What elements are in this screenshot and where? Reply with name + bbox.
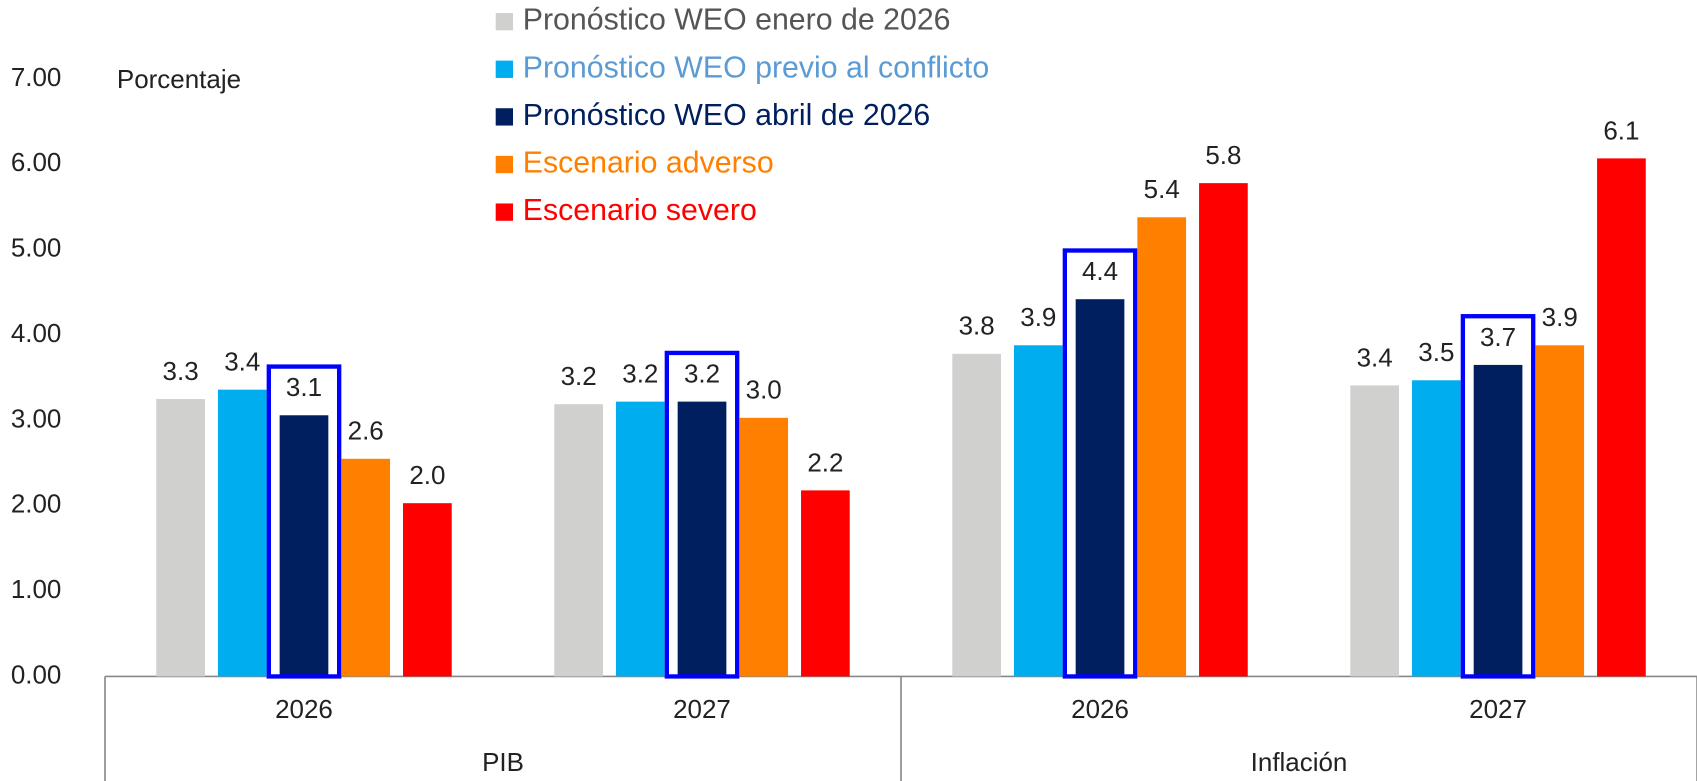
highlight-box (664, 350, 740, 679)
x-tick-label: 2027 (673, 694, 731, 724)
highlight-box (1460, 314, 1536, 679)
bar (1350, 385, 1400, 677)
bar (1075, 299, 1125, 677)
plot: Porcentaje 0.00 1.00 2.00 3.00 4.00 5.00 6.00 7… (11, 4, 1697, 781)
bar (1597, 158, 1646, 677)
bar (554, 404, 603, 677)
value-label: 5.8 (1205, 140, 1241, 170)
value-label: 2.6 (348, 416, 384, 446)
y-tick-label: 7.00 (11, 62, 62, 92)
y-tick-label: 5.00 (11, 233, 62, 263)
bar (156, 399, 205, 677)
bar (1411, 380, 1461, 677)
value-label: 5.4 (1144, 174, 1180, 204)
legend-label: Pronóstico WEO enero de 2026 (523, 4, 951, 37)
y-tick-label: 4.00 (11, 318, 62, 348)
highlight-box (266, 364, 342, 679)
value-label: 3.4 (224, 347, 260, 377)
bar (739, 417, 789, 677)
bar (1199, 183, 1248, 677)
y-tick-label: 3.00 (11, 403, 62, 433)
value-label: 3.0 (746, 375, 782, 405)
y-tick-label: 6.00 (11, 147, 62, 177)
bar (217, 389, 267, 677)
legend-label: Escenario adverso (523, 147, 774, 180)
bar (677, 401, 727, 677)
y-axis-label: Porcentaje (117, 64, 241, 94)
y-tick-label: 1.00 (11, 574, 62, 604)
group-label: PIB (482, 747, 524, 777)
legend-swatch (495, 60, 514, 78)
value-label: 2.0 (409, 460, 445, 490)
value-label: 3.5 (1418, 337, 1454, 367)
value-label: 3.2 (684, 359, 720, 389)
x-tick-label: 2026 (275, 694, 333, 724)
bar (952, 353, 1001, 677)
x-tick-label: 2026 (1071, 694, 1129, 724)
legend-label: Pronóstico WEO previo al conflicto (523, 51, 989, 84)
value-label: 3.1 (286, 372, 322, 402)
legend-swatch (495, 155, 514, 174)
value-label: 2.2 (807, 447, 843, 477)
bar (1013, 345, 1063, 677)
value-label: 3.2 (622, 359, 658, 389)
value-label: 3.9 (1020, 302, 1056, 332)
value-label: 3.9 (1542, 302, 1578, 332)
legend-swatch (495, 108, 514, 126)
value-label: 3.4 (1357, 342, 1393, 372)
bar (1535, 345, 1585, 677)
bar (801, 490, 850, 677)
x-tick-label: 2027 (1469, 694, 1527, 724)
value-label: 3.2 (561, 361, 597, 391)
legend-swatch (495, 12, 514, 31)
legend-label: Escenario severo (523, 194, 757, 227)
value-label: 4.4 (1082, 256, 1118, 286)
legend-swatch (495, 203, 514, 221)
bar (1473, 364, 1523, 677)
y-tick-label: 2.00 (11, 489, 62, 519)
bar (279, 415, 329, 677)
value-label: 3.3 (163, 356, 199, 386)
value-label: 3.7 (1480, 322, 1516, 352)
bar (403, 503, 452, 677)
y-tick-label: 0.00 (11, 659, 62, 689)
bar (1137, 217, 1187, 677)
group-label: Inflación (1251, 747, 1348, 777)
value-label: 6.1 (1603, 115, 1639, 145)
legend-label: Pronóstico WEO abril de 2026 (523, 99, 931, 132)
value-label: 3.8 (959, 311, 995, 341)
highlight-box (1062, 248, 1138, 679)
bar (341, 458, 391, 677)
bar (615, 401, 665, 677)
